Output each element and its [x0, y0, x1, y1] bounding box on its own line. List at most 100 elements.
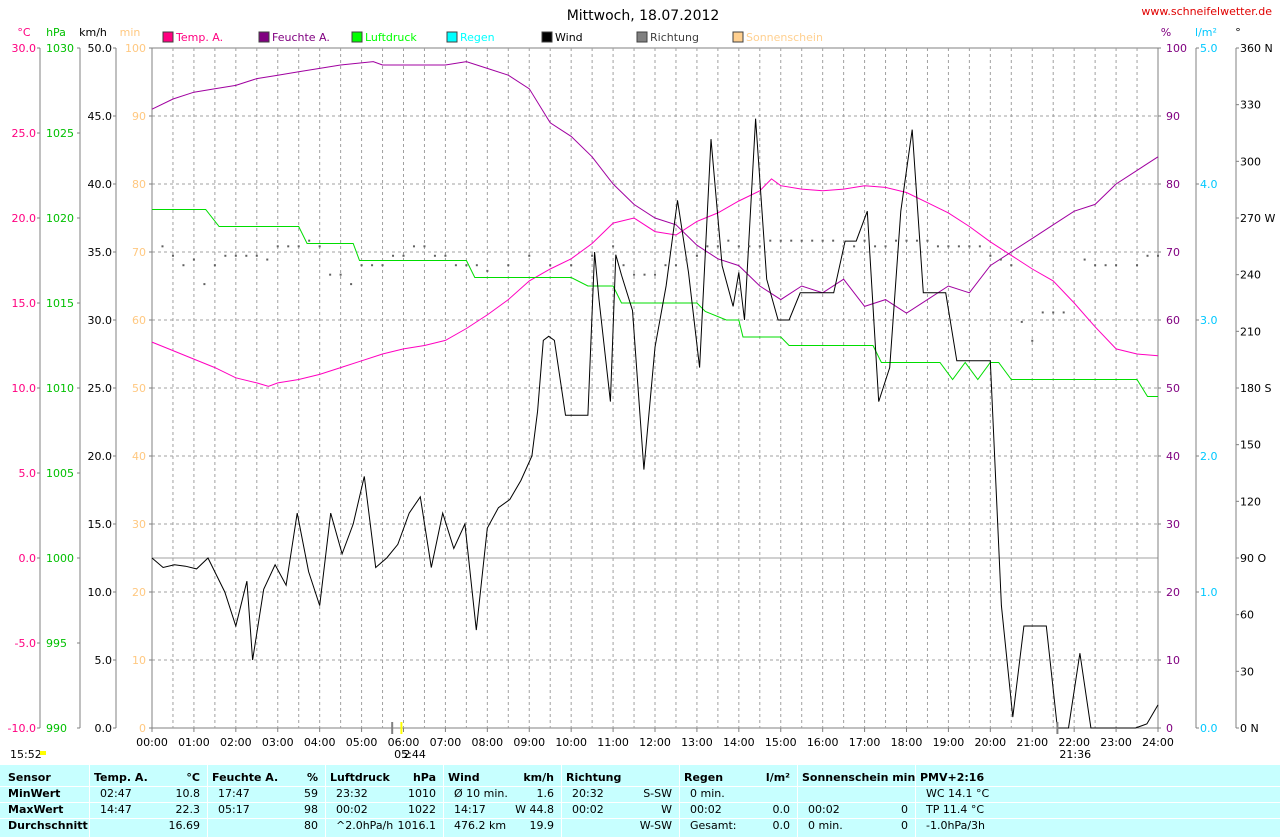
x-tick-label: 08:00	[471, 736, 503, 749]
richtung-point	[674, 264, 677, 267]
axis-humidity-tick-label: 0	[1166, 722, 1173, 735]
time-marker-label: 05:44	[394, 748, 426, 761]
axis-humidity-tick-label: 100	[1166, 42, 1187, 55]
axis-sun-tick-label: 100	[125, 42, 146, 55]
legend-swatch-2	[351, 31, 363, 43]
site-watermark: www.schneifelwetter.de	[1141, 5, 1272, 18]
x-tick-label: 21:00	[1016, 736, 1048, 749]
stats-header-rain: Regen	[684, 771, 724, 784]
richtung-point	[234, 254, 237, 257]
richtung-point	[371, 264, 374, 267]
x-tick-label: 00:00	[136, 736, 168, 749]
stats-sun-value: 0	[901, 819, 908, 832]
richtung-point	[989, 254, 992, 257]
stats-pressure-value: 1022	[408, 803, 436, 816]
axis-wind-tick-label: 15.0	[88, 518, 113, 531]
axis-pressure-tick-label: 995	[46, 637, 67, 650]
x-tick-label: 10:00	[555, 736, 587, 749]
richtung-point	[287, 245, 290, 248]
richtung-point	[790, 239, 793, 242]
axis-pressure-tick-label: 1015	[46, 297, 74, 310]
axis-temp-unit: °C	[17, 26, 31, 39]
richtung-point	[213, 264, 216, 267]
stats-temp-value: 16.69	[168, 819, 201, 832]
axis-wind-tick-label: 35.0	[88, 246, 113, 259]
richtung-point	[297, 245, 300, 248]
axis-rain-tick-label: 5.0	[1200, 42, 1218, 55]
richtung-point	[1083, 258, 1086, 261]
stats-wind-time: Ø 10 min.	[454, 787, 508, 800]
richtung-point	[591, 254, 594, 257]
richtung-point	[1115, 264, 1118, 267]
stats-pmv-time: WC 14.1 °C	[926, 787, 990, 800]
stats-row-label: MinWert	[8, 787, 61, 800]
legend-swatch-0	[162, 31, 174, 43]
richtung-point	[255, 254, 258, 257]
richtung-point	[182, 264, 185, 267]
richtung-point	[874, 245, 877, 248]
stats-header-temp: Temp. A.	[94, 771, 148, 784]
richtung-point	[224, 254, 227, 257]
x-tick-label: 20:00	[974, 736, 1006, 749]
stats-pressure-value: 1010	[408, 787, 436, 800]
richtung-point	[758, 245, 761, 248]
stats-pressure-time: 00:02	[336, 803, 368, 816]
axis-sun-tick-label: 80	[132, 178, 146, 191]
stats-sun-time: 00:02	[808, 803, 840, 816]
richtung-point	[779, 239, 782, 242]
x-tick-label: 23:00	[1100, 736, 1132, 749]
footer-time: 15:52	[10, 748, 42, 761]
x-tick-label: 07:00	[430, 736, 462, 749]
axis-wind-tick-label: 0.0	[95, 722, 113, 735]
stats-divider	[207, 765, 208, 837]
richtung-point	[926, 239, 929, 242]
richtung-point	[465, 264, 468, 267]
legend-label: Temp. A.	[175, 31, 223, 44]
stats-wind-value: 1.6	[536, 787, 555, 800]
richtung-point	[1136, 264, 1139, 267]
richtung-point	[633, 273, 636, 276]
richtung-point	[968, 245, 971, 248]
legend-label: Regen	[460, 31, 495, 44]
axis-temp-tick-label: 25.0	[12, 127, 37, 140]
richtung-point	[475, 264, 478, 267]
richtung-point	[622, 264, 625, 267]
richtung-point	[695, 254, 698, 257]
axis-direction-tick-label: 150	[1240, 439, 1261, 452]
richtung-point	[895, 239, 898, 242]
stats-temp-time: 14:47	[100, 803, 132, 816]
stats-direction-value: W-SW	[639, 819, 672, 832]
stats-wind-time: 476.2 km	[454, 819, 507, 832]
axis-sun-unit: min	[120, 26, 141, 39]
x-tick-label: 22:00	[1058, 736, 1090, 749]
axis-wind-tick-label: 20.0	[88, 450, 113, 463]
richtung-point	[1020, 320, 1023, 323]
legend-swatch-5	[636, 31, 648, 43]
axis-sun-tick-label: 90	[132, 110, 146, 123]
axis-rain-tick-label: 3.0	[1200, 314, 1218, 327]
axis-humidity-tick-label: 70	[1166, 246, 1180, 259]
richtung-point	[706, 245, 709, 248]
x-tick-label: 09:00	[513, 736, 545, 749]
richtung-point	[444, 254, 447, 257]
richtung-point	[245, 254, 248, 257]
stats-pressure-time: ^2.0hPa/h	[336, 819, 394, 832]
richtung-point	[203, 283, 206, 286]
richtung-point	[161, 245, 164, 248]
richtung-point	[433, 254, 436, 257]
richtung-point	[570, 264, 573, 267]
stats-humidity-value: 80	[304, 819, 318, 832]
x-tick-label: 01:00	[178, 736, 210, 749]
richtung-point	[957, 245, 960, 248]
axis-pressure-tick-label: 1005	[46, 467, 74, 480]
richtung-point	[612, 245, 615, 248]
stats-direction-value: S-SW	[643, 787, 672, 800]
richtung-point	[423, 245, 426, 248]
stats-temp-value: 10.8	[175, 787, 201, 800]
stats-rain-value: 0.0	[772, 819, 791, 832]
richtung-point	[360, 264, 363, 267]
stats-humidity-time: 05:17	[218, 803, 250, 816]
axis-wind-tick-label: 30.0	[88, 314, 113, 327]
stats-divider	[443, 765, 444, 837]
axis-direction-tick-label: 300	[1240, 155, 1261, 168]
